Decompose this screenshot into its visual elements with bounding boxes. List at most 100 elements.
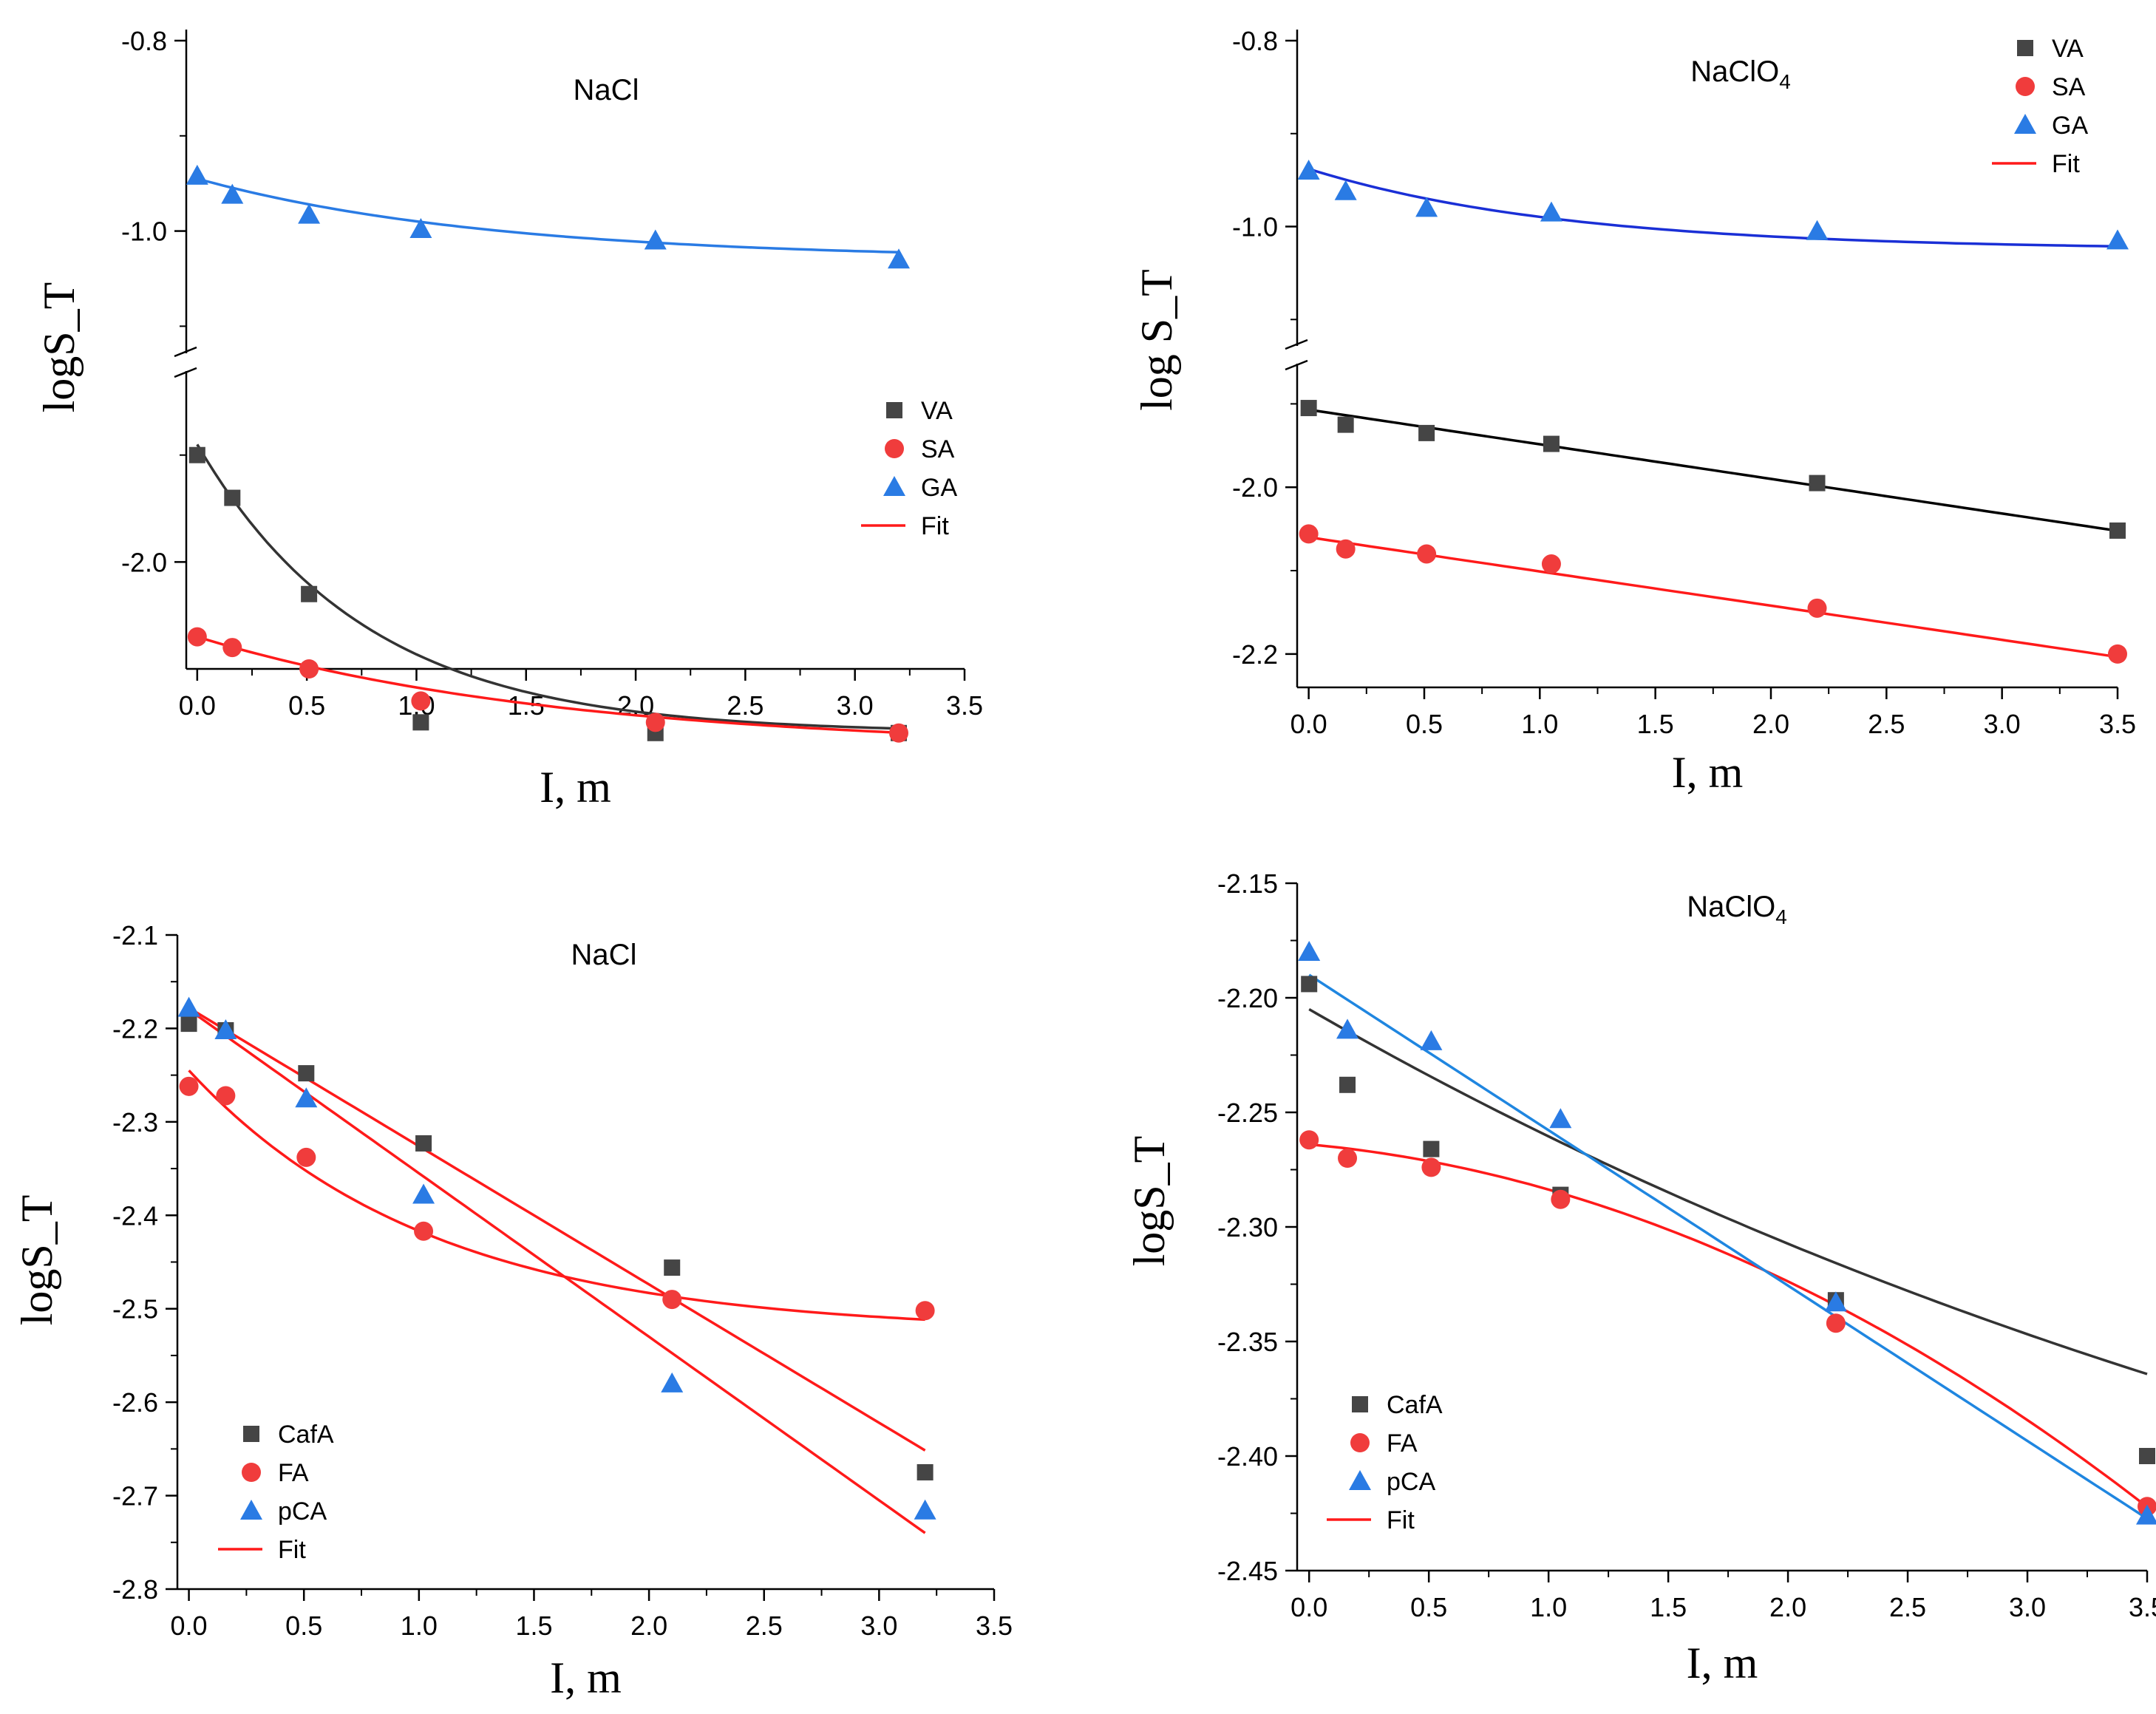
panel-title: NaCl [571,939,637,971]
y-tick-label: -1.0 [1232,212,1278,242]
data-point-cafa [1423,1140,1440,1157]
data-point-pca [1824,1291,1847,1312]
data-point-ga [644,229,667,250]
fit-curve [188,1007,926,1452]
y-tick-label: -2.3 [112,1107,158,1137]
legend-marker-sa [2016,77,2035,96]
x-tick-label: 0.0 [1290,1592,1327,1622]
x-tick-label: 2.5 [1889,1592,1926,1622]
x-axis-label: I, m [540,763,611,812]
fit-curve [1308,408,2118,532]
data-point-sa [645,713,665,732]
fit-curve [188,1069,925,1322]
legend-marker-sa [885,439,904,458]
data-point-ga [186,164,208,185]
x-tick-label: 3.5 [976,1611,1013,1641]
x-tick-label: 1.5 [1650,1592,1687,1622]
axis-break-mark [1285,339,1308,350]
data-point-pca [1336,1018,1359,1039]
x-tick-label: 2.0 [1752,709,1789,739]
panel-title-subscript: 4 [1779,70,1791,93]
x-axis-label: I, m [1687,1639,1758,1687]
legend-marker-va [2017,40,2033,56]
legend-label: Fit [921,512,949,540]
data-point-fa [662,1290,682,1310]
chart-panel-3: 0.0 0.5 1.0 1.5 2.0 2.5 3.0 3.5 -2.1 -2.2 -2.3 -2.4… [13,920,1013,1702]
chart-panel-2: 0.0 0.5 1.0 1.5 2.0 2.5 3.0 3.5 -0.8 -1.0 -2.0 -2.2… [1132,26,2136,797]
data-point-cafa [1339,1076,1356,1093]
y-tick-label: -0.8 [121,26,167,56]
y-tick-label: -2.2 [112,1013,158,1044]
data-point-cafa [180,1016,197,1033]
legend-label: pCA [278,1497,327,1526]
y-tick-label: -2.35 [1217,1327,1278,1357]
legend-marker-fa [242,1463,261,1482]
y-tick-label: -2.8 [112,1574,158,1605]
data-point-sa [2108,644,2127,664]
legend-label: VA [2052,35,2084,63]
data-point-ga [1806,220,1829,240]
panel-title-text: NaCl [574,74,639,106]
legend-label: CafA [278,1421,334,1449]
data-point-va [188,446,205,463]
x-tick-label: 2.5 [746,1611,783,1641]
y-tick-label: -2.6 [112,1387,158,1418]
x-tick-label: 2.0 [1769,1592,1806,1622]
panel-title-text: NaClO [1687,891,1775,923]
legend-marker-cafa [1352,1396,1368,1412]
panel-title: NaCl [574,74,639,106]
legend-marker-pca [240,1500,262,1520]
data-point-sa [1541,554,1561,574]
x-axis-label: I, m [550,1653,622,1702]
legend-marker-cafa [243,1426,259,1442]
data-point-pca [214,1018,237,1039]
legend: CafA FA pCA Fit [218,1421,334,1564]
panel-title: NaClO4 [1687,891,1787,928]
x-tick-label: 0.0 [1290,709,1327,739]
y-tick-label: -1.0 [121,217,167,247]
y-tick-label: -2.7 [112,1481,158,1511]
legend-label: Fit [1387,1506,1415,1534]
data-point-pca [412,1183,435,1204]
y-tick-label: -2.30 [1217,1212,1278,1242]
fit-curve [197,177,900,254]
x-tick-label: 3.5 [2129,1592,2156,1622]
data-point-va [1543,435,1560,452]
panel-title-subscript: 4 [1775,905,1787,928]
x-tick-label: 3.0 [837,690,874,721]
legend-label: VA [921,397,953,425]
data-point-va [1809,475,1826,492]
legend-marker-ga [883,476,905,496]
y-tick-label: -2.20 [1217,983,1278,1013]
y-tick-label: -2.1 [112,920,158,950]
legend: VA SA GA Fit [861,397,957,540]
fit-curve [1308,167,2118,248]
data-point-pca [1549,1108,1572,1129]
x-tick-label: 1.0 [401,1611,438,1641]
data-point-va [1337,416,1354,433]
x-tick-label: 0.5 [285,1611,322,1641]
data-point-fa [1299,1130,1319,1150]
data-point-pca [295,1087,318,1108]
data-point-fa [414,1221,434,1241]
data-point-cafa [917,1463,934,1480]
legend-label: GA [2052,112,2088,140]
data-point-sa [1417,544,1437,564]
legend-label: SA [2052,73,2086,101]
data-point-va [224,489,241,506]
axis-break-mark [174,367,197,378]
data-point-fa [179,1076,199,1096]
panel-title-text: NaClO [1690,55,1779,88]
data-point-cafa [298,1065,315,1082]
data-point-pca [1420,1030,1443,1050]
data-point-sa [1807,598,1827,618]
legend: CafA FA pCA Fit [1327,1391,1443,1534]
fit-curve [1308,973,2148,1520]
data-point-pca [177,996,200,1017]
fit-curve [1308,536,2118,659]
fit-curve [1309,1143,2149,1509]
data-point-sa [411,691,431,711]
data-point-va [1300,400,1317,417]
axis-break-mark [1285,359,1308,371]
x-tick-label: 3.5 [946,690,983,721]
